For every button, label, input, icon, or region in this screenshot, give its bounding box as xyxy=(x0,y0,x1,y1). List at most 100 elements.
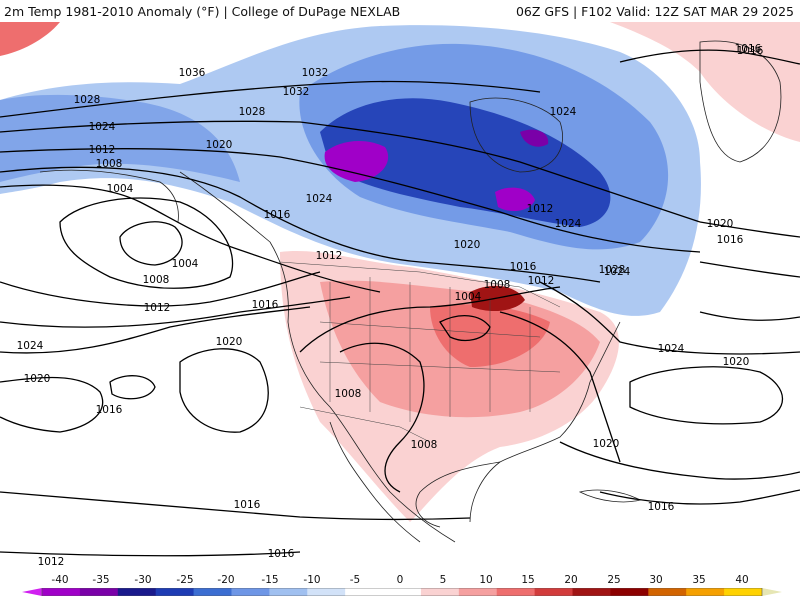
legend-swatch xyxy=(307,588,346,596)
isobar xyxy=(0,120,701,223)
isobar-label: 1028 xyxy=(599,264,626,276)
isobar xyxy=(699,261,800,278)
isobar-label: 1036 xyxy=(179,67,206,79)
warm-anomaly-northwest xyxy=(0,22,60,56)
legend-tick-label: -5 xyxy=(349,574,361,586)
alaska-coastline xyxy=(39,169,179,223)
mexico-pacific-coast xyxy=(329,421,421,543)
cold-anomaly-core-1 xyxy=(324,140,389,182)
isobar xyxy=(629,366,784,425)
legend-swatch xyxy=(383,588,422,596)
isobar-label: 1012 xyxy=(89,144,116,156)
isobar-label: 1016 xyxy=(252,299,279,311)
model-run-info: 06Z GFS | F102 Valid: 12Z SAT MAR 29 202… xyxy=(515,4,794,19)
color-bar xyxy=(22,588,782,596)
isobar xyxy=(0,166,601,283)
isobar xyxy=(539,281,800,355)
cold-anomaly-core-2 xyxy=(495,187,535,212)
state-lines xyxy=(319,277,561,422)
map-title: 2m Temp 1981-2010 Anomaly (°F) | College… xyxy=(4,4,401,19)
color-bar-outline xyxy=(41,588,763,596)
isobar-label: 1024 xyxy=(555,218,582,230)
legend-tick-label: -30 xyxy=(134,574,152,586)
isobar-label: 1020 xyxy=(24,373,51,385)
legend-tick-label: -40 xyxy=(51,574,69,586)
legend-tick-label: 10 xyxy=(479,574,493,586)
isobar-label: 1028 xyxy=(239,106,266,118)
legend-tick-label: 20 xyxy=(564,574,578,586)
warm-anomaly-northeast xyxy=(610,22,800,142)
legend-tick-label: -10 xyxy=(303,574,321,586)
political-borders xyxy=(279,261,561,443)
isobar xyxy=(619,49,800,65)
legend-swatch xyxy=(534,588,574,596)
legend-swatch xyxy=(79,588,119,596)
anomaly-map: 1036 1032 1032 1028 1028 1024 1024 1020 … xyxy=(0,22,800,568)
east-coastline xyxy=(469,321,621,523)
isobar-label: 1028 xyxy=(74,94,101,106)
isobar-label: 1012 xyxy=(316,250,343,262)
cuba-coastline xyxy=(578,489,642,503)
isobar xyxy=(109,375,156,400)
isobar-label: 1032 xyxy=(302,67,329,79)
legend-swatch xyxy=(22,588,42,596)
legend-swatch xyxy=(724,588,763,596)
isobar xyxy=(0,491,471,521)
us-mexico-border xyxy=(299,406,431,443)
isobar-label: 1008 xyxy=(484,279,511,291)
isobar-label: 1024 xyxy=(306,193,333,205)
legend-tick-label: 0 xyxy=(396,574,404,586)
isobar-labels: 1036 1032 1032 1028 1028 1024 1024 1020 … xyxy=(17,43,764,568)
legend-swatch xyxy=(572,588,611,596)
legend-swatch xyxy=(42,588,81,596)
isobar xyxy=(559,441,800,480)
legend-swatch xyxy=(496,588,536,596)
isobar xyxy=(0,80,541,118)
legend-tick-label: 25 xyxy=(607,574,621,586)
legend-tick-label: -35 xyxy=(92,574,110,586)
legend-swatch xyxy=(117,588,157,596)
isobars xyxy=(0,49,800,557)
legend-tick-label: -25 xyxy=(176,574,194,586)
isobar-label: 1008 xyxy=(411,439,438,451)
isobar-label: 1024 xyxy=(658,343,685,355)
isobar-label: 1004 xyxy=(172,258,199,270)
legend-tick-label: 5 xyxy=(439,574,447,586)
isobar-label: 1024 xyxy=(550,106,577,118)
hudson-bay-coastline xyxy=(469,97,563,173)
isobar-label: 1016 xyxy=(510,261,537,273)
isobar-label: 1024 xyxy=(604,266,631,278)
isobar-label: 1012 xyxy=(144,302,171,314)
isobar-label: 1016 xyxy=(234,499,261,511)
legend-swatch xyxy=(345,588,384,596)
isobar-label: 1016 xyxy=(96,404,123,416)
legend-tick-label: -15 xyxy=(261,574,279,586)
isobar xyxy=(699,311,800,321)
isobar xyxy=(0,376,104,433)
legend-swatch xyxy=(610,588,649,596)
isobar xyxy=(339,342,425,493)
legend-swatch xyxy=(420,588,460,596)
isobar-label: 1004 xyxy=(107,183,134,195)
isobar-label: 1012 xyxy=(527,203,554,215)
legend-tick-label: 35 xyxy=(692,574,706,586)
map-header: 2m Temp 1981-2010 Anomaly (°F) | College… xyxy=(0,0,800,22)
cold-anomaly-west xyxy=(0,94,240,182)
isobar xyxy=(0,306,311,354)
isobar-label: 1032 xyxy=(283,86,310,98)
cold-anomaly-region xyxy=(0,25,701,316)
cold-anomaly-core-3 xyxy=(520,129,549,147)
isobar-label: 1012 xyxy=(528,275,555,287)
greenland-coastline xyxy=(699,40,782,163)
us-canada-border xyxy=(279,261,561,308)
isobar-label: 1004 xyxy=(455,291,482,303)
west-coastline xyxy=(179,171,456,543)
isobar-label: 1020 xyxy=(593,438,620,450)
isobar xyxy=(699,221,800,238)
color-legend: -40 -35 -30 -25 -20 -15 -10 -5 0 5 10 15… xyxy=(0,574,800,600)
isobar-label: 1020 xyxy=(454,239,481,251)
isobar-label: 1008 xyxy=(96,158,123,170)
isobar-label: 1020 xyxy=(216,336,243,348)
isobar-label: 1016 xyxy=(264,209,291,221)
legend-swatch xyxy=(762,588,782,596)
